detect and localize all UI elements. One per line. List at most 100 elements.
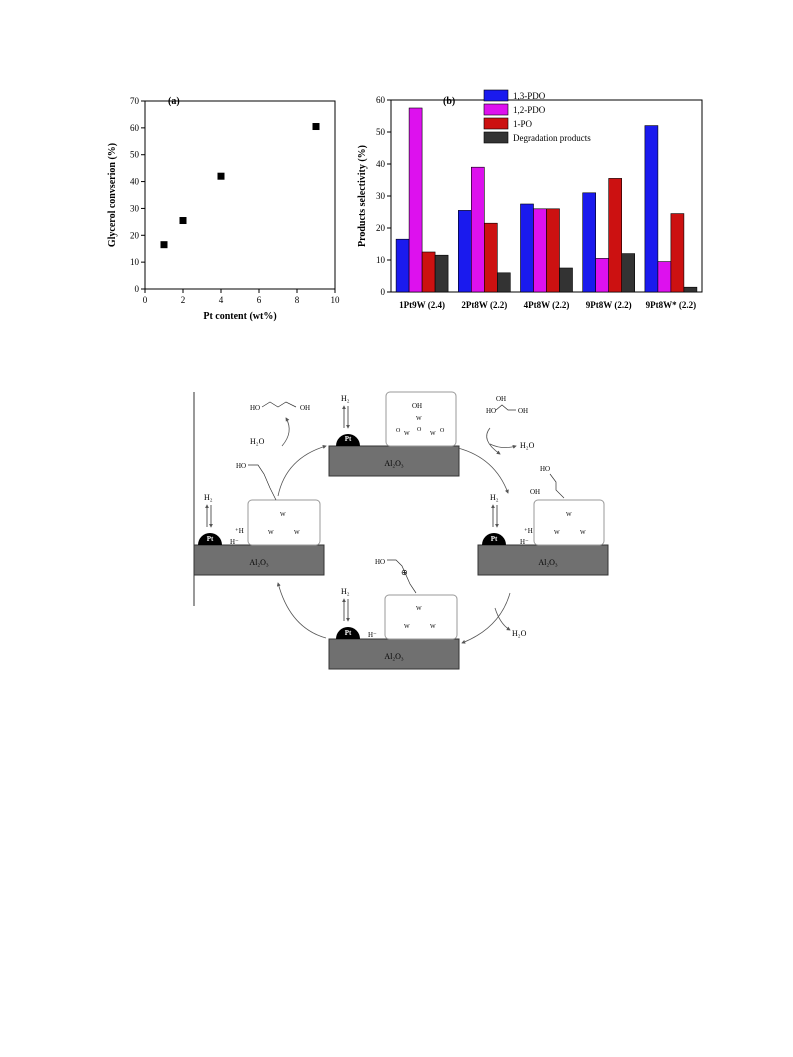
water-out-arrow-bottom — [494, 607, 511, 631]
x-tick-label: 2 — [181, 295, 186, 305]
carbocation-chain — [387, 559, 417, 594]
w-atom: W — [566, 512, 572, 518]
carbocation-plus: ⊕ — [401, 568, 408, 577]
scatter-point — [179, 217, 187, 225]
scatter-point — [312, 123, 320, 131]
y-tick-label: 0 — [135, 284, 140, 294]
scatter-chart-a: 0 2 4 6 8 10 0 10 20 30 40 50 60 70 Pt content (wt%) Gl… — [107, 96, 341, 322]
cycle-arrow-left-top — [277, 445, 327, 497]
w-atom: W — [416, 416, 422, 422]
legend-label: 1,2-PDO — [513, 105, 546, 115]
cycle-arrow-top-right — [457, 447, 509, 494]
scatter-point — [217, 172, 225, 180]
cycle-arrow-bottom-left — [276, 582, 327, 639]
w-atom: W — [268, 530, 274, 536]
x-tick-label: 6 — [257, 295, 262, 305]
legend-swatch — [483, 103, 509, 116]
category-label: 1Pt9W (2.4) — [399, 300, 445, 310]
alumina-support — [193, 544, 325, 576]
bar — [657, 261, 672, 293]
w-atom: W — [294, 530, 300, 536]
y-tick-label: 10 — [376, 255, 386, 265]
x-tick-label: 0 — [143, 295, 148, 305]
legend-label: 1-PO — [513, 119, 533, 129]
panel-label-b: (b) — [443, 96, 455, 107]
y-tick-label: 60 — [376, 95, 386, 105]
o-atom: O — [396, 428, 401, 434]
bar — [421, 251, 436, 293]
pdo-oh: OH — [300, 404, 310, 412]
h-minus-label: H⁻ — [368, 631, 377, 639]
w-atom: W — [554, 530, 560, 536]
y-tick-label: 70 — [130, 96, 140, 106]
w-atom: W — [416, 606, 422, 612]
pt-particle — [482, 533, 506, 545]
glycerol-chain — [495, 404, 516, 411]
pt-label: Pt — [345, 435, 352, 443]
h2-label: H₂ — [341, 394, 350, 403]
bar — [497, 272, 511, 293]
w-atom: W — [430, 624, 436, 630]
scatter-point — [160, 241, 168, 249]
bar — [408, 107, 423, 293]
pt-label: Pt — [345, 629, 352, 637]
bar — [546, 208, 560, 293]
pt-particle — [336, 627, 360, 639]
bar — [520, 203, 534, 293]
pt-particle — [198, 533, 222, 545]
alumina-support — [328, 445, 460, 477]
alumina-support — [328, 638, 460, 670]
reaction-mechanism-scheme: Al₂O₃ Pt H₂ OH W W W O O O HO OH OH HO O… — [193, 391, 609, 670]
o-atom: O — [417, 427, 422, 433]
alkoxide-ho: HO — [236, 462, 246, 470]
tungsten-cluster-box — [247, 499, 321, 546]
station-left: Al₂O₃ Pt H₂ H⁻ ⁺H W W W HO — [193, 462, 325, 576]
alumina-label: Al₂O₃ — [384, 459, 404, 468]
bar — [533, 208, 547, 293]
y-tick-label: 40 — [376, 159, 386, 169]
station-top: Al₂O₃ Pt H₂ OH W W W O O O HO OH OH HO O… — [250, 391, 528, 477]
y-tick-label: 20 — [130, 230, 140, 240]
water-label-top-left: H₂O — [250, 437, 265, 446]
bar — [582, 192, 596, 293]
glycerol-ho: HO — [486, 407, 496, 415]
y-tick-label: 30 — [130, 203, 140, 213]
y-tick-label: 40 — [130, 177, 140, 187]
bar — [458, 210, 472, 293]
bar — [559, 267, 573, 293]
w-atom: W — [404, 624, 410, 630]
tungsten-cluster-box — [384, 594, 458, 640]
y-tick-label: 0 — [381, 287, 386, 297]
bar-chart-b: 0 10 20 30 40 50 60 1Pt9W (2.4) 2Pt8W (2.2) 4Pt8W… — [357, 89, 703, 310]
h2-label: H₂ — [204, 493, 213, 502]
pt-label: Pt — [491, 535, 498, 543]
w-atom: W — [404, 431, 410, 437]
legend-label: 1,3-PDO — [513, 91, 546, 101]
h-minus-label: H⁻ — [230, 538, 239, 546]
x-tick-label: 8 — [295, 295, 300, 305]
alkoxide-chain — [248, 464, 277, 501]
w-atom: W — [430, 431, 436, 437]
panel-label-a: (a) — [168, 96, 180, 107]
category-label: 2Pt8W (2.2) — [461, 300, 507, 310]
tungsten-cluster-box — [533, 499, 605, 546]
alumina-label: Al₂O₃ — [538, 558, 558, 567]
h-minus-label: H⁻ — [520, 538, 529, 546]
water-label-top-right: H₂O — [520, 441, 535, 450]
category-label: 9Pt8W* (2.2) — [646, 300, 697, 310]
adsorbed-ho: HO — [540, 465, 550, 473]
adsorbed-chain — [549, 473, 565, 499]
x-tick-label: 10 — [331, 295, 341, 305]
x-axis-label: Pt content (wt%) — [203, 311, 276, 322]
bar — [644, 125, 659, 293]
h-plus-label: ⁺H — [524, 527, 533, 535]
h2-label: H₂ — [490, 493, 499, 502]
y-tick-label: 60 — [130, 123, 140, 133]
alumina-label: Al₂O₃ — [249, 558, 269, 567]
bar — [595, 258, 609, 293]
pdo-chain — [261, 401, 297, 408]
pdo-out-arrow — [281, 417, 290, 447]
bar — [683, 286, 698, 293]
bar — [471, 166, 485, 293]
legend-swatch — [483, 131, 509, 144]
